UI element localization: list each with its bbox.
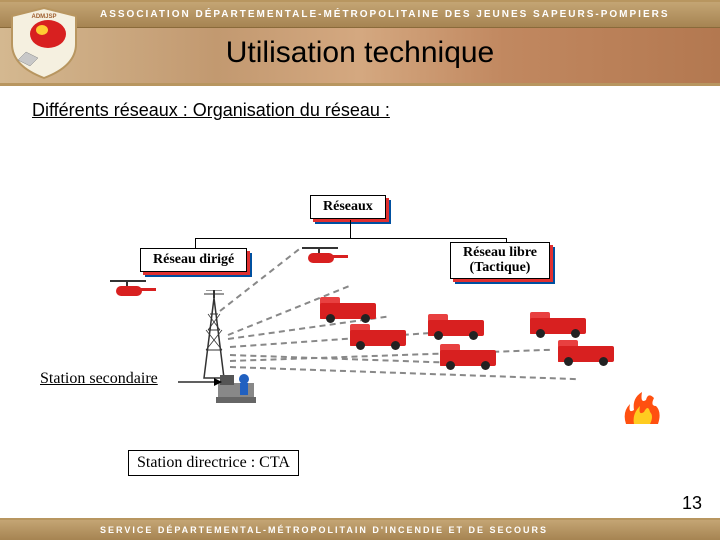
label-station-director: Station directrice : CTA (128, 450, 299, 476)
org-box-right-line1: Réseau libre (463, 245, 537, 260)
org-box-right: Réseau libre (Tactique) (450, 242, 550, 279)
fire-truck-icon (558, 338, 614, 366)
fire-truck-icon (428, 312, 484, 340)
arrow-icon (178, 378, 222, 398)
header-band: ASSOCIATION DÉPARTEMENTALE-MÉTROPOLITAIN… (0, 0, 720, 28)
helicopter-icon (108, 278, 156, 298)
fire-truck-icon (350, 322, 406, 350)
org-connector (195, 238, 196, 248)
logo-badge: ADMJSP (8, 4, 80, 80)
helicopter-icon (300, 245, 348, 265)
footer-text: SERVICE DÉPARTEMENTAL-MÉTROPOLITAIN D'IN… (100, 525, 548, 535)
fire-truck-icon (530, 310, 586, 338)
fire-icon (620, 390, 664, 426)
org-connector (350, 220, 351, 238)
org-connector (506, 238, 507, 243)
header-org-text: ASSOCIATION DÉPARTEMENTALE-MÉTROPOLITAIN… (100, 9, 670, 20)
slide-number: 13 (682, 493, 702, 514)
svg-text:ADMJSP: ADMJSP (31, 14, 56, 20)
label-station-secondary: Station secondaire (40, 370, 158, 388)
org-connector (195, 238, 507, 239)
footer-band: SERVICE DÉPARTEMENTAL-MÉTROPOLITAIN D'IN… (0, 518, 720, 540)
diagram-area: Réseaux Réseau dirigé Réseau libre (Tact… (20, 150, 700, 450)
operator-icon (216, 365, 256, 405)
org-box-root: Réseaux (310, 195, 386, 219)
slide-title: Utilisation technique (0, 36, 720, 70)
fire-truck-icon (320, 295, 376, 323)
org-box-right-line2: (Tactique) (463, 260, 537, 275)
org-box-left: Réseau dirigé (140, 248, 247, 272)
slide-subtitle: Différents réseaux : Organisation du rés… (32, 100, 390, 121)
fire-truck-icon (440, 342, 496, 370)
